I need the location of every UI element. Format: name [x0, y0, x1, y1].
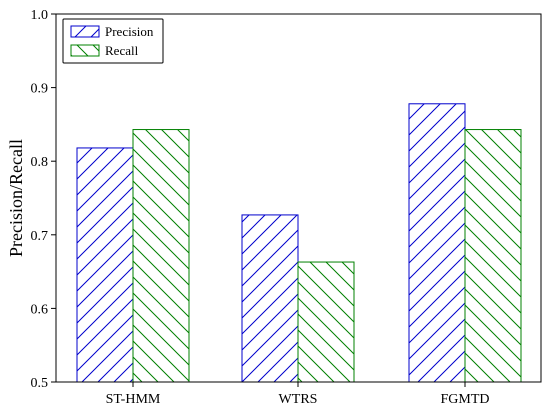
legend-label-precision: Precision: [105, 24, 154, 39]
bar-recall-wtrs: [297, 261, 355, 383]
y-tick-label: 0.5: [31, 376, 49, 391]
bar-recall-fgmtd: [464, 129, 522, 383]
y-axis-label: Precision/Recall: [6, 139, 26, 257]
bars-group: [76, 103, 522, 383]
legend-label-recall: Recall: [105, 43, 139, 58]
x-tick-label: FGMTD: [440, 392, 489, 407]
x-tick-label: WTRS: [279, 392, 318, 407]
x-axis: ST-HMM WTRS FGMTD: [106, 382, 490, 407]
bar-recall-st-hmm: [132, 129, 190, 383]
y-axis: 0.5 0.6 0.7 0.8 0.9 1.0: [31, 8, 56, 391]
legend-swatch-recall: [70, 44, 100, 57]
y-tick-label: 0.8: [31, 155, 49, 170]
x-tick-label: ST-HMM: [106, 392, 161, 407]
legend: Precision Recall: [62, 18, 164, 64]
bar-precision-wtrs: [241, 214, 299, 383]
y-tick-label: 1.0: [31, 8, 49, 23]
plot-frame: [55, 13, 542, 383]
y-tick-label: 0.6: [31, 302, 49, 317]
bar-precision-fgmtd: [408, 103, 466, 383]
y-tick-label: 0.7: [31, 229, 49, 244]
y-tick-label: 0.9: [31, 82, 49, 97]
legend-swatch-precision: [70, 25, 100, 38]
bar-precision-st-hmm: [76, 147, 134, 383]
y-axis-label-group: Precision/Recall: [6, 139, 26, 257]
